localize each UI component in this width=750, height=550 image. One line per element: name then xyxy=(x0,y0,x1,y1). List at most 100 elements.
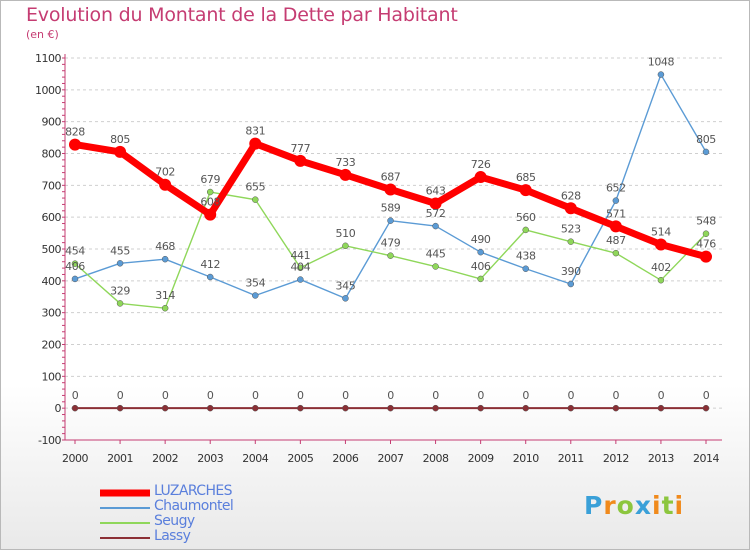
data-point-chaumontel xyxy=(116,260,124,267)
data-point-luzarches xyxy=(519,184,532,197)
data-label-lassy: 0 xyxy=(162,389,169,402)
data-point-chaumontel xyxy=(206,273,214,281)
data-label-seugy: 329 xyxy=(110,284,130,297)
data-label-chaumontel: 805 xyxy=(696,133,716,146)
data-label-lassy: 0 xyxy=(613,389,620,402)
data-point-luzarches xyxy=(114,145,127,158)
data-label-seugy: 441 xyxy=(290,249,310,262)
y-tick-label: 300 xyxy=(42,307,62,320)
logo-letter: i xyxy=(674,491,685,520)
data-label-seugy: 523 xyxy=(561,223,581,236)
data-point-seugy xyxy=(657,276,665,284)
data-point-luzarches xyxy=(159,178,172,191)
data-point-chaumontel xyxy=(702,148,710,156)
data-label-lassy: 0 xyxy=(567,389,574,402)
data-label-lassy: 0 xyxy=(477,389,484,402)
y-tick-label: 600 xyxy=(42,211,62,224)
data-label-lassy: 0 xyxy=(297,389,304,402)
data-label-lassy: 0 xyxy=(522,389,529,402)
data-point-lassy xyxy=(522,404,529,412)
y-tick-label: 900 xyxy=(42,116,62,129)
legend-item-chaumontel: Chaumontel xyxy=(100,499,320,514)
data-label-seugy: 314 xyxy=(155,289,175,302)
y-tick-label: 700 xyxy=(42,179,62,192)
data-label-luzarches: 777 xyxy=(290,142,310,155)
x-tick-label: 2013 xyxy=(648,452,674,465)
data-label-seugy: 655 xyxy=(245,181,265,194)
data-label-chaumontel: 652 xyxy=(606,182,626,195)
data-label-luzarches: 628 xyxy=(561,189,581,202)
data-point-chaumontel xyxy=(161,255,169,263)
label-layer: 0 0 0 0 0 0 0 0 0 0 0 0 0 0 0 406 455 468 412 354 404 345 589 5… xyxy=(65,56,717,403)
data-label-lassy: 0 xyxy=(432,389,439,402)
logo-letter: i xyxy=(652,491,662,520)
data-label-lassy: 0 xyxy=(207,389,214,402)
data-point-luzarches xyxy=(474,171,487,184)
y-tick-label: 800 xyxy=(42,148,62,161)
y-tick-label: 400 xyxy=(42,275,62,288)
data-point-seugy xyxy=(116,300,124,307)
chart-subtitle: (en €) xyxy=(26,28,59,41)
data-label-luzarches: 828 xyxy=(65,126,85,139)
data-point-luzarches xyxy=(249,137,262,150)
data-label-chaumontel: 1048 xyxy=(648,56,675,69)
data-point-lassy xyxy=(702,404,710,412)
data-label-lassy: 0 xyxy=(117,389,124,402)
data-label-chaumontel: 572 xyxy=(426,207,446,220)
data-point-chaumontel xyxy=(387,217,394,224)
data-label-luzarches: 687 xyxy=(381,170,401,183)
legend-item-luzarches: LUZARCHES xyxy=(100,484,320,499)
legend-swatch-seugy xyxy=(100,522,150,524)
data-label-chaumontel: 354 xyxy=(245,276,265,289)
data-label-chaumontel: 589 xyxy=(381,202,401,215)
data-label-luzarches: 571 xyxy=(606,207,626,220)
data-point-chaumontel xyxy=(522,265,529,272)
logo-letter: P xyxy=(584,491,604,520)
y-tick-label: -100 xyxy=(38,434,61,447)
data-point-lassy xyxy=(477,404,484,412)
legend-label-seugy: Seugy xyxy=(154,513,195,529)
x-tick-label: 2007 xyxy=(378,452,404,465)
data-label-seugy: 560 xyxy=(516,211,536,224)
data-point-seugy xyxy=(297,264,304,272)
y-tick-label: 100 xyxy=(42,370,62,383)
data-point-seugy xyxy=(387,252,394,259)
data-point-lassy xyxy=(206,404,214,412)
data-label-seugy: 454 xyxy=(65,245,85,258)
legend-swatch-lassy xyxy=(100,537,150,539)
legend-swatch-chaumontel xyxy=(100,507,150,509)
data-point-lassy xyxy=(297,404,304,412)
y-tick-label: 1100 xyxy=(35,52,61,65)
data-point-seugy xyxy=(252,196,259,203)
data-label-seugy: 479 xyxy=(381,237,401,250)
data-label-luzarches: 702 xyxy=(155,166,175,179)
legend-label-lassy: Lassy xyxy=(154,528,191,544)
logo-letter: t xyxy=(661,491,675,520)
x-tick-label: 2010 xyxy=(513,452,539,465)
legend-label-luzarches: LUZARCHES xyxy=(154,483,233,499)
data-point-lassy xyxy=(116,404,124,412)
data-label-seugy: 510 xyxy=(336,227,356,240)
data-point-lassy xyxy=(567,404,575,412)
data-point-lassy xyxy=(161,404,169,412)
x-tick-label: 2000 xyxy=(62,452,88,465)
data-label-chaumontel: 406 xyxy=(65,260,85,273)
data-point-chaumontel xyxy=(477,248,484,256)
legend-label-chaumontel: Chaumontel xyxy=(154,498,234,514)
data-point-chaumontel xyxy=(612,197,620,204)
data-label-lassy: 0 xyxy=(658,389,665,402)
data-label-seugy: 679 xyxy=(200,173,220,186)
data-label-chaumontel: 455 xyxy=(110,244,130,257)
data-label-seugy: 445 xyxy=(426,248,446,261)
y-tick-label: 1000 xyxy=(35,84,61,97)
data-point-seugy xyxy=(477,275,484,283)
y-tick-label: 200 xyxy=(42,339,62,352)
x-tick-label: 2012 xyxy=(603,452,629,465)
legend-item-seugy: Seugy xyxy=(100,514,320,529)
data-label-chaumontel: 438 xyxy=(516,250,536,263)
data-label-lassy: 0 xyxy=(252,389,259,402)
x-tick-label: 2009 xyxy=(468,452,494,465)
axis-layer: -100010020030040050060070080090010001100… xyxy=(35,52,722,465)
data-label-luzarches: 608 xyxy=(200,196,220,209)
